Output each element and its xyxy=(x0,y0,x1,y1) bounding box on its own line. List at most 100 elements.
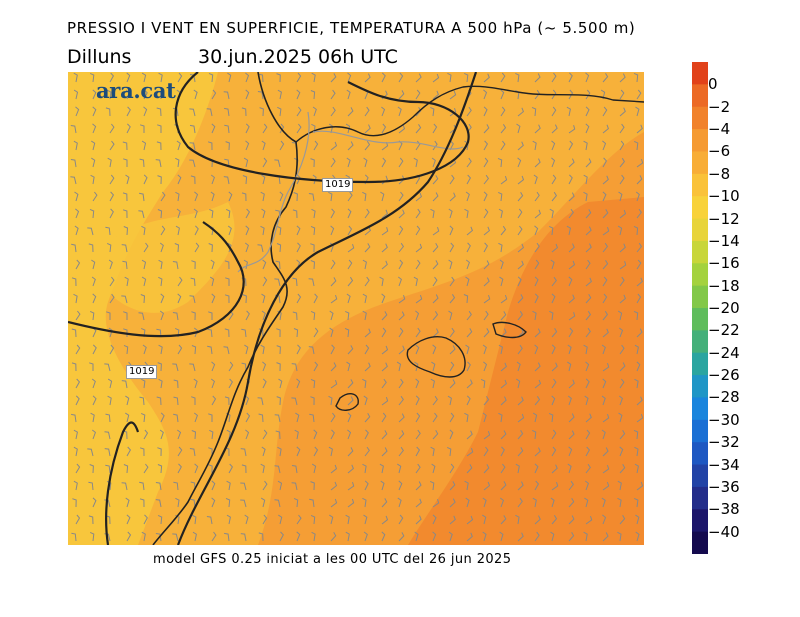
wind-barb xyxy=(430,446,435,457)
wind-barb xyxy=(328,191,333,202)
wind-barb xyxy=(330,532,337,542)
wind-barb xyxy=(534,276,539,287)
wind-barb xyxy=(173,413,179,423)
wind-barb xyxy=(449,327,455,338)
wind-barb xyxy=(448,531,453,542)
wind-barb xyxy=(517,107,524,117)
wind-barb xyxy=(397,497,402,508)
colorbar-swatch xyxy=(692,486,708,510)
wind-barb xyxy=(466,157,472,168)
wind-barb xyxy=(566,225,571,236)
wind-barb xyxy=(189,159,196,168)
wind-barb xyxy=(363,531,368,542)
wind-barb xyxy=(415,515,422,525)
wind-barb xyxy=(534,158,541,168)
wind-barb xyxy=(141,378,146,389)
wind-barb xyxy=(432,498,440,508)
wind-barb xyxy=(415,327,421,338)
wind-barb xyxy=(381,430,388,440)
wind-barb xyxy=(139,498,145,508)
wind-barb xyxy=(432,123,438,134)
wind-barb xyxy=(398,378,404,389)
wind-barb xyxy=(619,261,627,270)
wind-barb xyxy=(415,412,421,423)
wind-barb xyxy=(71,413,77,423)
wind-barb xyxy=(534,344,539,355)
wind-barb xyxy=(585,327,591,338)
wind-barb xyxy=(109,140,115,151)
wind-barb xyxy=(585,226,592,236)
wind-barb xyxy=(432,276,438,287)
wind-barb xyxy=(517,430,524,440)
wind-barb xyxy=(584,395,589,406)
wind-barb xyxy=(330,481,338,491)
wind-barb xyxy=(75,463,81,474)
wind-barb xyxy=(126,514,131,525)
wind-barb xyxy=(534,225,539,236)
wind-barb xyxy=(636,396,643,406)
wind-barb xyxy=(463,294,469,304)
wind-barb xyxy=(160,412,165,423)
wind-barb xyxy=(73,429,78,440)
wind-barb xyxy=(262,123,268,134)
colorbar-swatch xyxy=(692,531,708,554)
wind-barb xyxy=(313,446,319,457)
wind-barb xyxy=(211,293,216,304)
wind-barb xyxy=(261,293,266,304)
wind-barb xyxy=(568,413,575,423)
wind-barb xyxy=(106,311,111,320)
wind-barb xyxy=(364,344,370,355)
wind-barb xyxy=(262,514,268,525)
wind-barb xyxy=(262,429,268,440)
wind-barb xyxy=(194,463,199,474)
wind-barb xyxy=(347,208,352,219)
wind-barb xyxy=(585,89,591,100)
wind-barb xyxy=(617,225,623,236)
wind-barb xyxy=(260,225,265,236)
wind-barb xyxy=(296,344,301,355)
wind-barb xyxy=(155,499,162,508)
wind-barb xyxy=(224,294,230,304)
wind-barb xyxy=(364,446,370,457)
wind-barb xyxy=(618,395,623,406)
wind-barb xyxy=(381,209,388,219)
wind-barb xyxy=(483,396,490,406)
wind-barb xyxy=(308,193,315,202)
wind-barb xyxy=(310,378,316,389)
wind-barb xyxy=(261,174,266,185)
wind-barb xyxy=(583,191,588,202)
wind-barb xyxy=(347,412,352,423)
wind-barb xyxy=(92,344,97,355)
colorbar-tick-label: −28 xyxy=(708,388,740,407)
wind-barb xyxy=(585,361,590,372)
temperature-cold-tongue xyxy=(108,202,235,313)
wind-barb xyxy=(189,108,196,117)
wind-barb xyxy=(483,446,489,457)
wind-barb xyxy=(211,123,216,134)
wind-barb xyxy=(91,157,96,168)
wind-barb xyxy=(75,259,81,270)
wind-barb xyxy=(636,175,643,185)
weather-map: ara.cat 1019 1019 xyxy=(68,72,644,545)
colorbar-swatch xyxy=(692,173,708,197)
wind-barb xyxy=(224,124,230,134)
wind-barb xyxy=(550,497,555,508)
colorbar-swatch xyxy=(692,84,708,108)
wind-barb xyxy=(257,91,264,100)
wind-barb xyxy=(89,362,94,371)
wind-barb xyxy=(602,481,610,491)
wind-barb xyxy=(619,464,626,474)
colorbar-tick-label: −22 xyxy=(708,321,740,340)
mallorca-island xyxy=(406,336,466,378)
wind-barb xyxy=(602,328,609,338)
wind-barb xyxy=(464,480,469,491)
wind-barb xyxy=(534,328,541,338)
wind-barb xyxy=(534,89,541,100)
wind-barb xyxy=(432,175,439,185)
wind-barb xyxy=(415,259,421,270)
wind-barb xyxy=(189,295,196,304)
aracat-logo[interactable]: ara.cat xyxy=(96,78,176,103)
colorbar-swatch xyxy=(692,151,708,175)
wind-barb xyxy=(534,242,540,253)
wind-barb xyxy=(449,345,456,355)
